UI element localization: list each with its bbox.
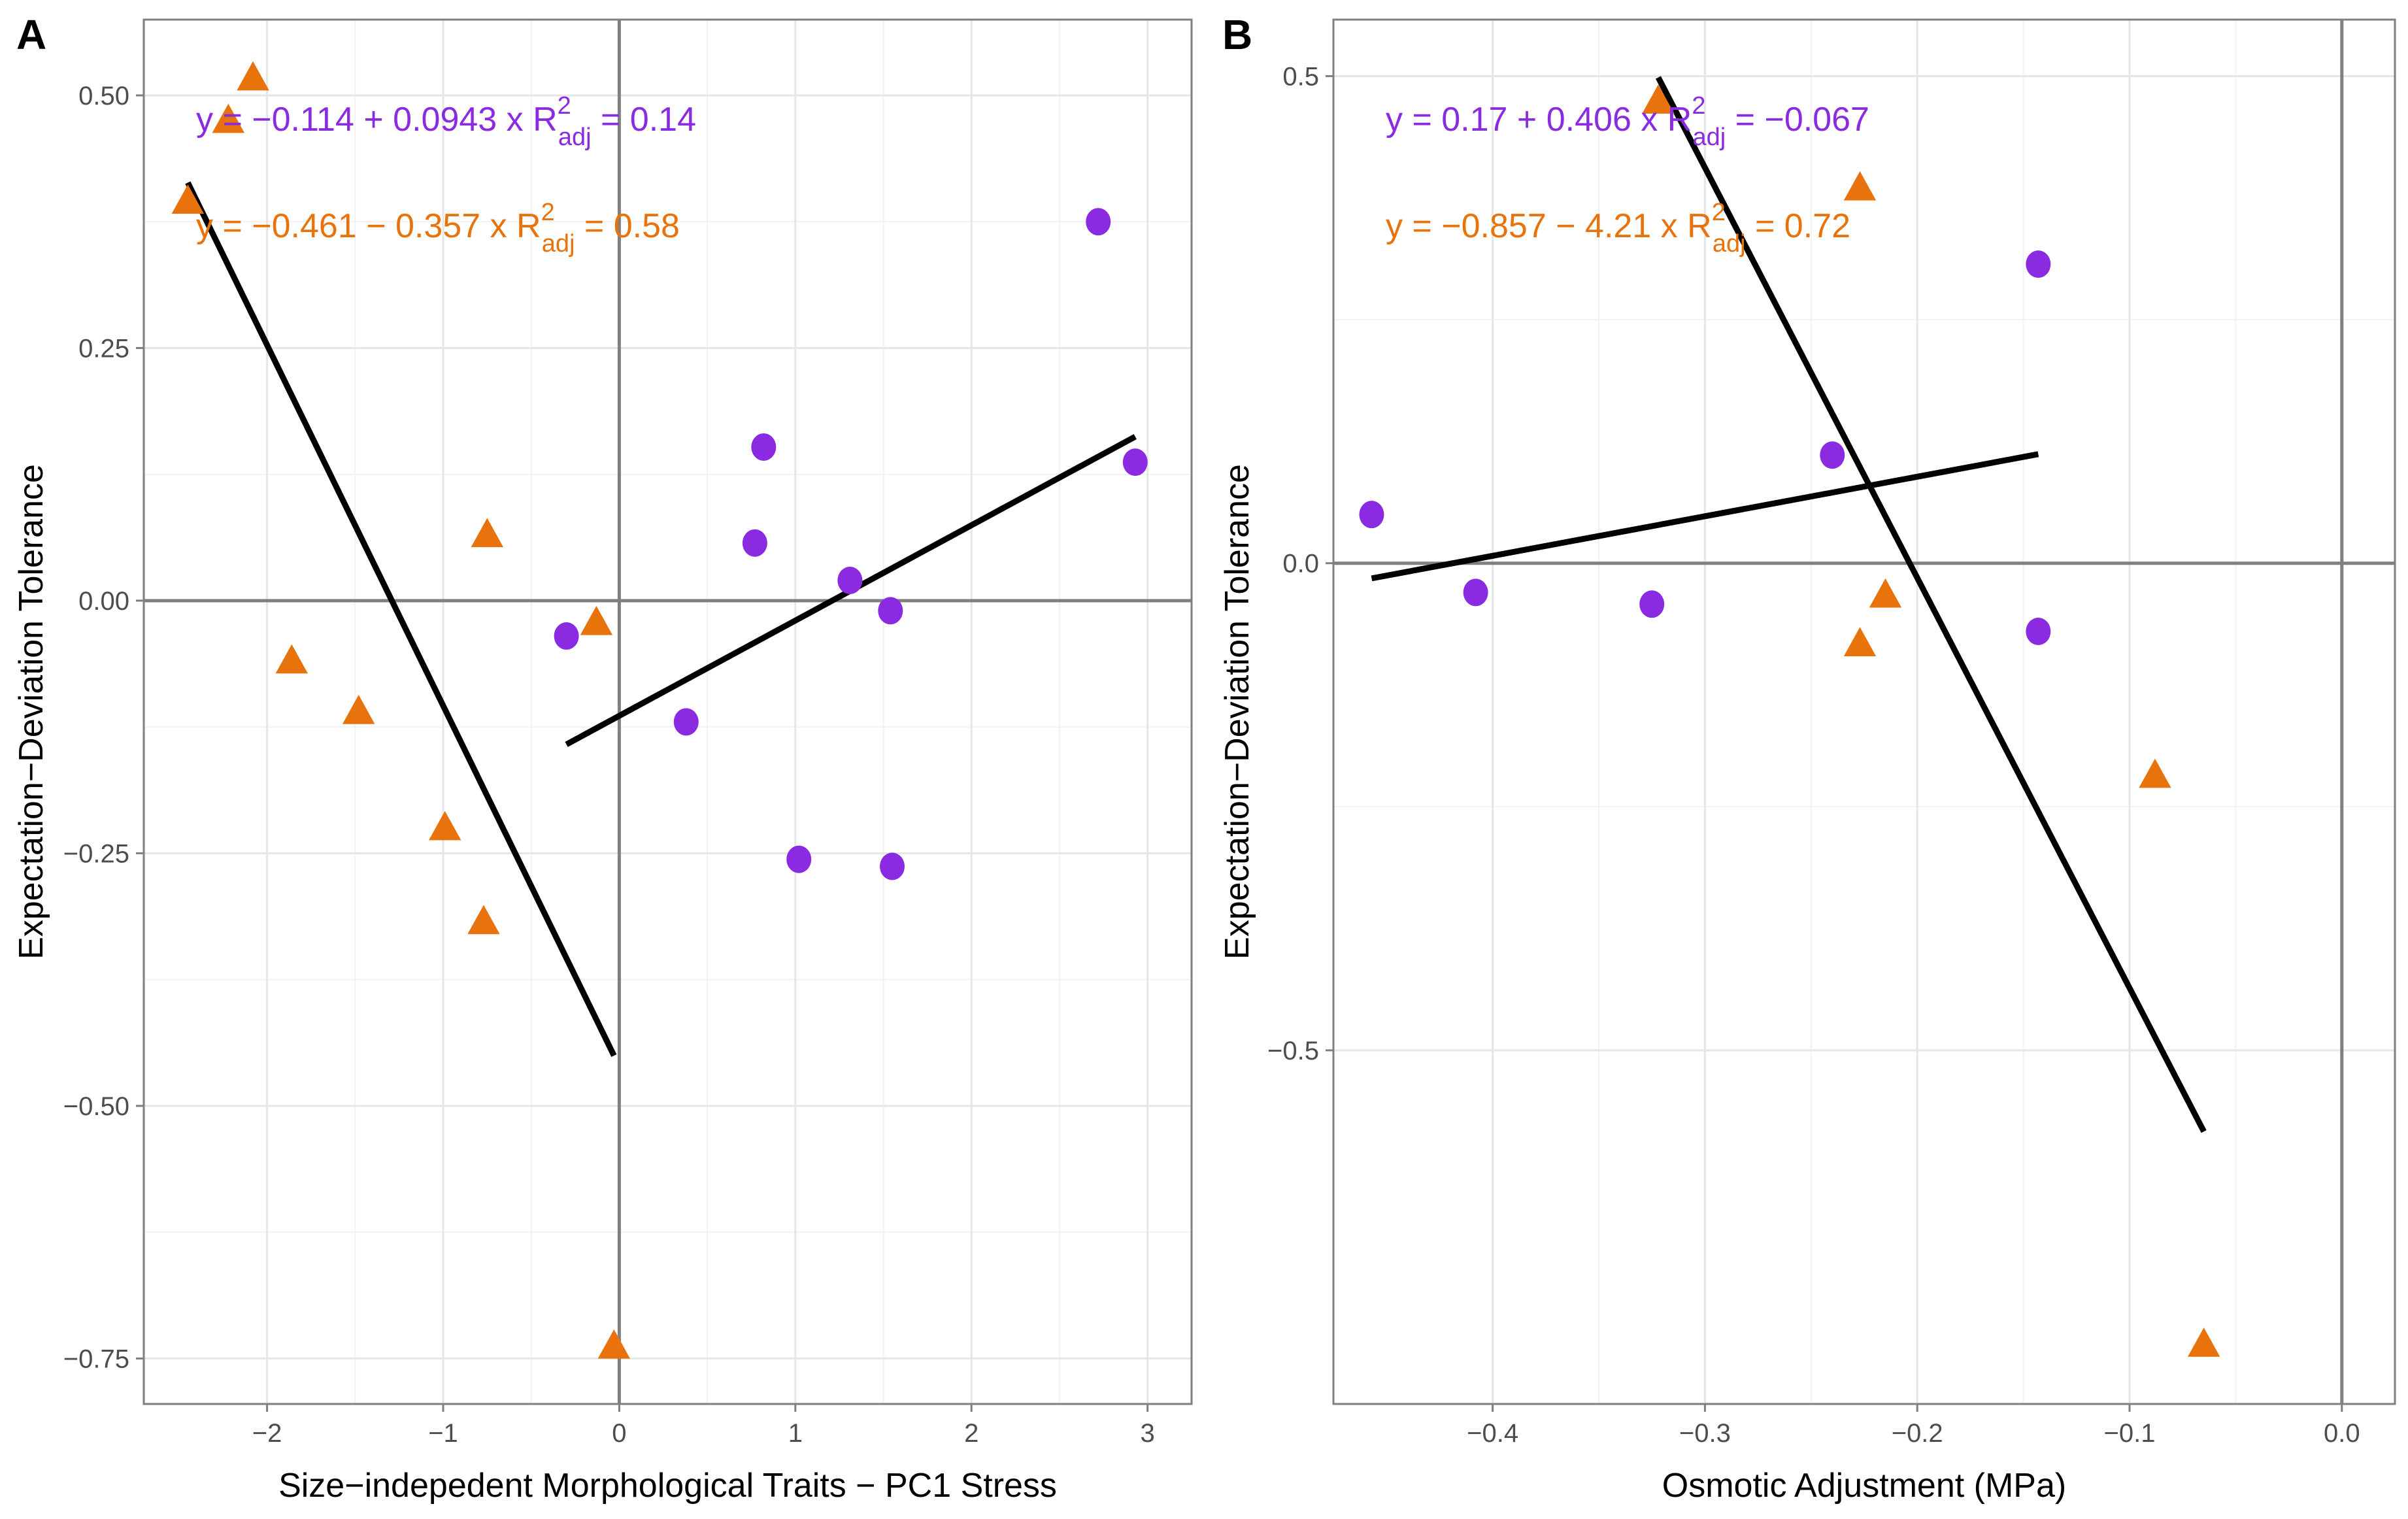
data-point-purple	[786, 845, 812, 873]
data-point-purple	[742, 529, 767, 557]
x-tick-label: 2	[964, 1419, 978, 1448]
r2-subscript: adj	[558, 124, 592, 151]
r2-label: R	[533, 101, 558, 139]
x-tick-label: −2	[252, 1419, 282, 1448]
panel-b: −0.4 −0.3 −0.2 −0.1 0.0 0.5 0.0 −0.5 y = 0.17 + …	[1218, 11, 2396, 1505]
x-tick-label: −1	[428, 1419, 458, 1448]
data-point-orange	[1642, 84, 1675, 114]
r2-label: R	[516, 207, 541, 245]
panel-letter: B	[1222, 11, 1252, 58]
r2-value: = 0.14	[592, 101, 696, 139]
x-tick-label: −0.4	[1467, 1419, 1518, 1448]
x-tick-label: 1	[788, 1419, 803, 1448]
data-point-purple	[1639, 590, 1665, 618]
y-tick-label: 0.00	[78, 587, 129, 616]
equation-main: y = 0.17 + 0.406 x	[1386, 101, 1667, 139]
regression-equation: y = 0.17 + 0.406 x R2 adj = −0.067	[1386, 92, 1869, 151]
r2-value: = 0.58	[575, 207, 679, 245]
r2-subscript: adj	[1713, 230, 1746, 258]
y-tick-label: 0.50	[78, 82, 129, 110]
data-point-purple	[1359, 501, 1384, 529]
regression-line-orange	[185, 181, 617, 1058]
data-point-orange	[428, 810, 461, 841]
data-point-orange	[471, 518, 504, 548]
data-point-orange	[342, 695, 375, 724]
data-point-purple	[878, 597, 903, 625]
r2-superscript: 2	[541, 199, 555, 226]
x-tick-label: 0	[612, 1419, 626, 1448]
data-point-orange	[1869, 578, 1902, 608]
data-point-purple	[837, 567, 863, 595]
x-tick-label: −0.2	[1892, 1419, 1943, 1448]
regression-equation: y = −0.857 − 4.21 x R2 adj = 0.72	[1386, 199, 1850, 258]
data-point-purple	[673, 708, 699, 736]
equation-main: y = −0.461 − 0.357 x	[196, 207, 516, 245]
data-point-purple	[1820, 441, 1845, 469]
y-tick-label: 0.0	[1282, 550, 1319, 578]
r2-value: = 0.72	[1746, 207, 1850, 245]
x-axis-title: Size−indepedent Morphological Traits − P…	[278, 1467, 1057, 1505]
y-tick-label: 0.5	[1282, 62, 1319, 91]
r2-subscript: adj	[542, 230, 575, 258]
data-point-purple	[2026, 250, 2051, 278]
y-tick-label: −0.5	[1267, 1037, 1319, 1065]
data-point-orange	[171, 184, 205, 214]
y-axis-title: Expectation−Deviation Tolerance	[1218, 464, 1256, 960]
panel-border	[1332, 18, 2396, 1405]
panel-a: −2 −1 0 1 2 3 0.50 0.25 0.00 −0.25 −0.50 −0.75 y = −…	[12, 11, 1193, 1505]
data-point-purple	[880, 852, 905, 880]
data-point-purple	[751, 433, 777, 461]
r2-superscript: 2	[558, 92, 571, 120]
data-point-purple	[2026, 618, 2051, 646]
data-point-orange	[1843, 171, 1877, 201]
y-tick-label: −0.50	[63, 1092, 129, 1121]
x-tick-label: 3	[1141, 1419, 1155, 1448]
regression-equation: y = −0.114 + 0.0943 x R2 adj = 0.14	[196, 92, 696, 151]
r2-superscript: 2	[1712, 199, 1726, 226]
r2-label: R	[1687, 207, 1712, 245]
data-point-orange	[597, 1329, 631, 1359]
data-point-purple	[1086, 208, 1111, 236]
data-point-orange	[1843, 627, 1877, 657]
data-point-orange	[237, 61, 269, 91]
data-point-orange	[212, 103, 245, 133]
x-axis-title: Osmotic Adjustment (MPa)	[1662, 1467, 2066, 1505]
equation-main: y = −0.114 + 0.0943 x	[196, 101, 533, 139]
x-tick-label: −0.3	[1679, 1419, 1731, 1448]
r2-value: = −0.067	[1726, 101, 1869, 139]
regression-line-orange	[1655, 76, 2207, 1133]
panel-border	[142, 18, 1193, 1405]
data-point-purple	[1122, 448, 1148, 476]
data-point-orange	[2139, 758, 2171, 788]
y-tick-label: −0.75	[63, 1344, 129, 1373]
equation-main: y = −0.857 − 4.21 x	[1386, 207, 1687, 245]
data-point-purple	[1463, 578, 1488, 607]
data-point-orange	[580, 605, 613, 635]
y-tick-label: −0.25	[63, 839, 129, 868]
data-point-orange	[2187, 1327, 2220, 1357]
regression-line-purple	[1371, 451, 2039, 582]
r2-label: R	[1667, 101, 1692, 139]
x-tick-label: −0.1	[2104, 1419, 2156, 1448]
y-tick-label: 0.25	[78, 334, 129, 363]
data-point-orange	[275, 644, 309, 674]
data-point-orange	[467, 905, 500, 935]
regression-equation: y = −0.461 − 0.357 x R2 adj = 0.58	[196, 199, 680, 258]
y-axis-title: Expectation−Deviation Tolerance	[12, 464, 50, 960]
r2-superscript: 2	[1692, 92, 1705, 120]
panel-letter: A	[16, 11, 46, 58]
x-tick-label: 0.0	[2324, 1419, 2360, 1448]
data-point-purple	[554, 622, 579, 650]
r2-subscript: adj	[1692, 124, 1726, 151]
